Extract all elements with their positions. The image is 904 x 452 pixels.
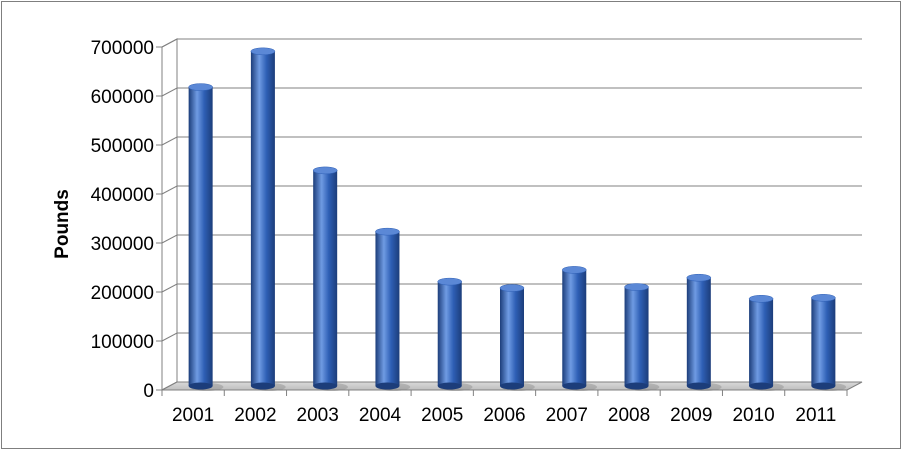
bar-body (624, 287, 649, 386)
bar-top (499, 284, 525, 292)
bar-base (313, 382, 338, 390)
x-tick-label: 2007 (546, 405, 588, 426)
bar-top (250, 47, 276, 56)
bar (312, 166, 348, 391)
y-tick-label: 0 (143, 381, 154, 402)
bar-base (811, 382, 836, 390)
bar (811, 294, 847, 391)
bar-top (562, 266, 587, 274)
bar-top (375, 227, 400, 236)
x-tick-label: 2001 (172, 405, 214, 426)
y-tick-label: 500000 (91, 136, 154, 157)
bar-body (562, 269, 587, 386)
bar-body (313, 170, 338, 386)
bar-top (748, 295, 774, 303)
y-axis-title: Pounds (52, 189, 73, 259)
bar-body (749, 298, 774, 386)
y-tick-label: 400000 (91, 185, 154, 206)
bar-top (686, 273, 712, 282)
bar (686, 273, 722, 391)
y-tick-label: 200000 (91, 283, 154, 304)
bar-base (437, 382, 462, 390)
bar-base (375, 382, 400, 390)
bar-top (624, 283, 649, 291)
bar (437, 277, 473, 391)
bar-base (188, 382, 213, 390)
gridline (161, 136, 862, 146)
gridline (161, 234, 862, 244)
x-tick-label: 2002 (234, 405, 276, 426)
x-tick-label: 2008 (608, 405, 650, 426)
bar-body (375, 231, 400, 386)
bar (250, 47, 286, 391)
bar (624, 283, 660, 391)
bar-top (312, 166, 338, 175)
bar-base (749, 382, 774, 390)
y-tick-label: 300000 (91, 234, 154, 255)
y-tick-label: 600000 (91, 87, 154, 108)
bar-base (562, 382, 587, 390)
bar-base (624, 382, 649, 390)
bar-body (500, 288, 524, 386)
x-tick-label: 2004 (359, 405, 402, 426)
x-tick-label: 2009 (670, 405, 712, 426)
gridline (161, 87, 862, 97)
bar-base (686, 382, 711, 390)
bar-body (437, 281, 462, 386)
bar (375, 227, 411, 391)
bar-body (811, 297, 836, 386)
bar-base (500, 382, 524, 390)
x-tick-label: 2010 (732, 405, 774, 426)
bar-body (250, 51, 275, 387)
bar (499, 284, 535, 391)
bar (562, 266, 598, 391)
bar-body (188, 87, 213, 386)
bar (748, 295, 784, 391)
bar-base (250, 382, 275, 390)
bar-top (188, 83, 213, 91)
y-tick-label: 100000 (91, 332, 154, 353)
bar-top (811, 294, 836, 302)
y-axis-ticks: 0 100000 200000 300000 400000 500000 600000 700… (91, 38, 162, 402)
bars (188, 47, 847, 391)
x-tick-label: 2003 (297, 405, 339, 426)
bar (188, 83, 224, 391)
y-tick-label: 700000 (91, 38, 154, 59)
x-tick-label: 2011 (795, 405, 836, 426)
x-tick-label: 2005 (421, 405, 463, 426)
bar-body (686, 277, 711, 386)
bar-top (437, 277, 462, 286)
x-tick-label: 2006 (483, 405, 525, 426)
x-axis-ticks: 2001 2002 2003 2004 2005 2006 2007 2008 2009 2010… (161, 389, 848, 426)
gridline (161, 38, 862, 48)
gridline (161, 185, 862, 195)
